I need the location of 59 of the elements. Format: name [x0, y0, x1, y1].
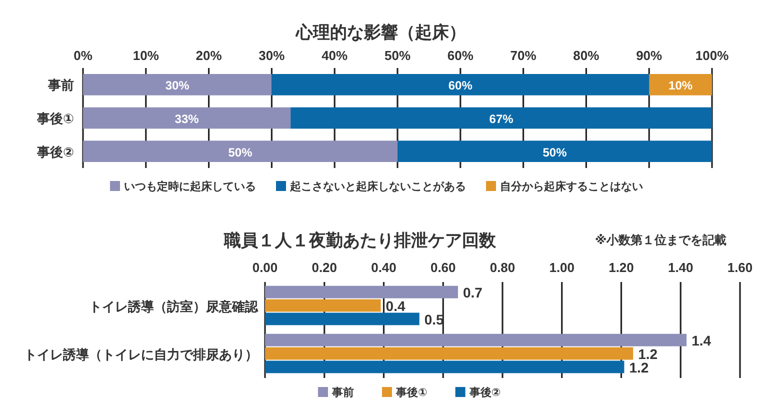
x-tick-label: 70%: [510, 48, 537, 63]
bar: [83, 74, 272, 96]
x-tick-label: 10%: [132, 48, 160, 63]
y-tick-label: トイレ誘導（トイレに自力で排尿あり）: [24, 347, 258, 362]
y-tick-label: 事前: [47, 78, 74, 93]
x-tick-label: 0.00: [252, 260, 278, 275]
y-tick-label: 事後①: [36, 111, 74, 126]
data-label: 50%: [542, 145, 568, 160]
data-label: 1.2: [629, 359, 649, 376]
bar: [398, 140, 712, 162]
data-label: 67%: [489, 112, 514, 126]
data-label: 30%: [165, 78, 190, 93]
data-label: 0.4: [386, 298, 406, 314]
x-tick-label: 60%: [447, 48, 474, 63]
x-tick-label: 1.60: [727, 260, 753, 275]
y-tick-label: 事後②: [36, 144, 74, 160]
x-tick-label: 80%: [573, 48, 600, 63]
bar: [83, 107, 291, 129]
x-tick-label: 0.20: [312, 260, 338, 275]
legend-label: 事前: [331, 386, 354, 399]
x-tick-label: 1.20: [608, 260, 634, 275]
x-tick-label: 1.00: [549, 260, 575, 275]
bar: [290, 107, 712, 129]
x-tick-label: 100%: [695, 48, 730, 63]
bar: [83, 140, 398, 162]
bar: [265, 334, 687, 346]
data-label: 33%: [174, 112, 200, 126]
bar: [649, 74, 712, 96]
bar: [265, 299, 381, 312]
data-label: 50%: [228, 145, 253, 160]
data-label: 10%: [668, 78, 693, 93]
bar: [272, 74, 650, 96]
data-label: 0.7: [462, 284, 483, 301]
x-tick-label: 30%: [258, 48, 286, 63]
bar: [265, 347, 634, 360]
data-label: 1.2: [638, 346, 658, 362]
legend-label: 起こさないと起床しないことがある: [289, 180, 466, 193]
chart-title: 心理的な影響（起床）: [295, 23, 466, 42]
legend-label: 事後①: [395, 386, 428, 399]
legend-label: 事後②: [468, 386, 501, 399]
data-label: 1.4: [692, 332, 712, 349]
x-tick-label: 0.60: [430, 260, 456, 275]
x-tick-label: 1.40: [668, 260, 694, 275]
bar: [265, 286, 458, 298]
chart-title: 職員１人１夜勤あたり排泄ケア回数: [223, 231, 497, 250]
legend-label: いつも定時に起床している: [124, 180, 256, 193]
x-tick-label: 0.80: [490, 260, 516, 275]
bar: [265, 312, 420, 326]
x-tick-label: 20%: [196, 48, 222, 63]
x-tick-label: 0%: [74, 48, 93, 63]
data-label: 60%: [448, 78, 473, 93]
legend-label: 自分から起床することはない: [500, 180, 643, 193]
text: ※小数第１位までを記載: [595, 233, 727, 247]
x-tick-label: 90%: [636, 48, 663, 63]
bar: [265, 360, 624, 374]
x-tick-label: 50%: [384, 48, 411, 63]
x-tick-label: 40%: [322, 48, 348, 63]
x-tick-label: 0.40: [371, 260, 396, 275]
y-tick-label: トイレ誘導（訪室）尿意確認: [89, 299, 259, 314]
